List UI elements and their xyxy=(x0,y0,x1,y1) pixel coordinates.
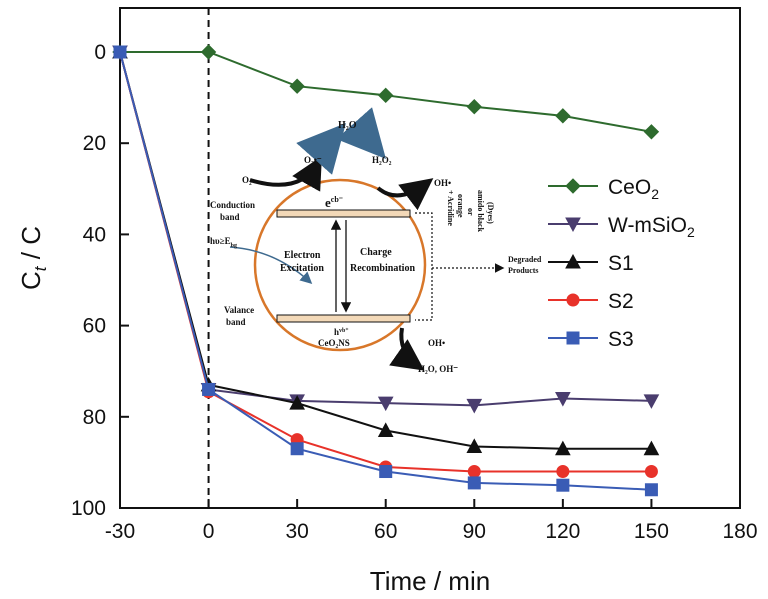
y-tick-label: 0 xyxy=(94,41,106,64)
x-tick-label: 180 xyxy=(722,520,757,543)
blue-arrow-left xyxy=(296,123,346,175)
legend-label: W-mSiO2 xyxy=(608,214,695,240)
inset-degraded-2: Products xyxy=(508,266,539,275)
legend: CeO2 W-mSiO2 S1 S2 S3 xyxy=(548,176,695,351)
inset-oh-top: OH• xyxy=(434,178,451,188)
conduction-band-bar xyxy=(276,209,411,218)
inset-hv: hυ≥Ebg xyxy=(210,236,237,249)
inset-dyes-5: (Dyes) xyxy=(486,202,495,224)
dye-dotted-connector xyxy=(415,212,433,321)
y-axis-title-text: Ct / C xyxy=(16,226,50,290)
y-tick-label: 20 xyxy=(83,132,106,155)
blue-arrow-right xyxy=(336,107,386,159)
inset-h2o: H₂O xyxy=(338,120,357,131)
inset-dyes-1: + Acridine xyxy=(446,190,455,226)
inset-dyes-2: orange xyxy=(456,194,465,218)
inset-o2-radical: O₂•⁻ xyxy=(304,155,322,165)
series-1-point xyxy=(377,396,394,412)
inset-degraded-1: Degraded xyxy=(508,255,542,264)
legend-label: CeO2 xyxy=(608,176,659,202)
inset-conduction-1: Conduction xyxy=(210,200,255,210)
series-0-point xyxy=(466,99,482,115)
inset-valance-2: band xyxy=(226,317,246,327)
inset-h2o2: H₂O₂ xyxy=(372,155,392,165)
series-4-point xyxy=(290,442,304,456)
legend-marker xyxy=(565,253,581,269)
x-tick-label: 90 xyxy=(463,520,486,543)
y-tick-label: 40 xyxy=(83,223,106,246)
plot-frame xyxy=(119,7,741,509)
x-tick-label: 150 xyxy=(634,520,669,543)
series-4-point xyxy=(113,45,127,59)
series-2-point xyxy=(377,422,394,437)
inset-ceo2ns: CeO₂NS xyxy=(318,338,350,348)
series-0-point xyxy=(200,44,217,60)
x-tick-label: 120 xyxy=(545,520,580,543)
legend-label: S1 xyxy=(608,252,634,275)
series-layer xyxy=(112,43,660,497)
x-axis-title: Time / min xyxy=(370,566,490,596)
series-2-point xyxy=(643,440,660,456)
series-1-point xyxy=(555,392,571,407)
y-tick-label: 80 xyxy=(83,406,106,429)
x-axis: -30 0 30 60 90 120 150 180 xyxy=(105,499,758,543)
x-tick-label: 0 xyxy=(203,520,215,543)
inset-oh-bottom: OH• xyxy=(428,338,445,348)
legend-marker xyxy=(565,217,581,233)
inset-conduction-2: band xyxy=(220,212,240,222)
photon-arrow xyxy=(229,246,313,285)
series-4-point xyxy=(556,478,570,492)
inset-h2o-oh: H₂O, OH⁻ xyxy=(418,364,458,374)
legend-marker xyxy=(565,178,581,194)
series-0-point xyxy=(289,78,305,94)
y-axis-title: Ct / C xyxy=(16,226,50,290)
x-tick-label: 60 xyxy=(374,520,397,543)
inset-charge-2: Recombination xyxy=(350,263,415,274)
y-tick-label: 100 xyxy=(71,497,106,520)
series-4-point xyxy=(202,382,216,396)
y-axis: 0 20 40 60 80 100 xyxy=(71,41,129,520)
valence-band-bar xyxy=(276,314,411,323)
inset-o2: O₂ xyxy=(242,175,252,185)
oh-top-arrow xyxy=(376,178,434,211)
legend-marker xyxy=(566,293,580,307)
inset-dyes-label: + Acridine orange or amido black (Dyes) xyxy=(446,190,495,233)
series-0-point xyxy=(555,108,571,124)
series-1-point xyxy=(643,394,660,409)
inset-charge-1: Charge xyxy=(360,247,392,258)
legend-label: S2 xyxy=(608,290,634,313)
inset-electron-1: Electron xyxy=(284,250,321,261)
series-0-point xyxy=(378,87,394,104)
x-tick-label: 30 xyxy=(285,520,308,543)
inset-dyes-4: amido black xyxy=(476,190,485,233)
series-2-point xyxy=(466,438,483,453)
series-4-point xyxy=(644,483,658,497)
inset-schematic: H₂O O₂•⁻ H₂O₂ O₂ OH• Conduction band ecb… xyxy=(210,107,542,374)
series-4-point xyxy=(467,476,481,490)
inset-dyes-3: or xyxy=(466,208,475,216)
legend-marker xyxy=(566,331,580,345)
series-0-point xyxy=(643,124,660,140)
series-3-point xyxy=(644,465,658,479)
series-2-point xyxy=(289,395,305,410)
inset-hvb: hvb⁺ xyxy=(334,327,349,337)
series-3-point xyxy=(467,465,481,479)
series-4-point xyxy=(379,465,393,479)
inset-electron-2: Excitation xyxy=(280,263,324,274)
series-1-point xyxy=(466,398,483,414)
inset-ecb: ecb⁻ xyxy=(325,195,343,210)
inset-particle-circle xyxy=(253,178,427,352)
legend-label: S3 xyxy=(608,328,634,351)
oh-bottom-arrow xyxy=(389,327,425,371)
series-2-point xyxy=(555,440,571,456)
series-3-point xyxy=(556,465,570,479)
inset-valance-1: Valance xyxy=(224,305,254,315)
x-tick-label: -30 xyxy=(105,520,135,543)
y-tick-label: 60 xyxy=(83,315,106,338)
